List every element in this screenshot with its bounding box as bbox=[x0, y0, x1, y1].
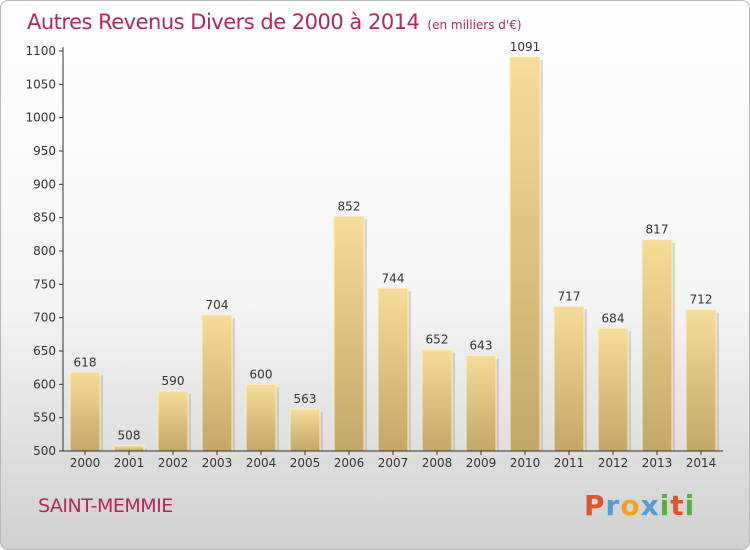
x-tick-label: 2002 bbox=[158, 456, 189, 470]
y-tick-label: 600 bbox=[33, 377, 56, 391]
logo-letter: r bbox=[605, 489, 621, 522]
x-tick-label: 2005 bbox=[290, 456, 321, 470]
y-tick-label: 900 bbox=[33, 177, 56, 191]
y-tick-label: 700 bbox=[33, 311, 56, 325]
logo-letter: t bbox=[670, 489, 685, 522]
y-tick-label: 650 bbox=[33, 344, 56, 358]
bar-2004 bbox=[245, 383, 277, 452]
data-label-2009: 643 bbox=[470, 339, 493, 353]
y-tick-label: 1100 bbox=[25, 44, 56, 58]
y-tick-label: 750 bbox=[33, 277, 56, 291]
x-tick-label: 2014 bbox=[686, 456, 717, 470]
x-tick-label: 2008 bbox=[422, 456, 453, 470]
y-tick-label: 850 bbox=[33, 211, 56, 225]
data-label-2011: 717 bbox=[558, 289, 581, 303]
bar-2001 bbox=[113, 445, 145, 452]
logo-letter: x bbox=[640, 489, 660, 522]
x-tick-label: 2000 bbox=[70, 456, 101, 470]
data-label-2000: 618 bbox=[74, 355, 97, 369]
x-tick-label: 2003 bbox=[202, 456, 233, 470]
data-label-2012: 684 bbox=[602, 311, 625, 325]
bar-2005 bbox=[289, 408, 321, 452]
bar-2012 bbox=[597, 327, 629, 452]
x-tick-label: 2001 bbox=[114, 456, 145, 470]
data-label-2005: 563 bbox=[294, 392, 317, 406]
data-label-2003: 704 bbox=[206, 298, 229, 312]
x-tick-label: 2011 bbox=[554, 456, 585, 470]
x-tick-label: 2012 bbox=[598, 456, 629, 470]
x-tick-label: 2010 bbox=[510, 456, 541, 470]
bar-2008 bbox=[421, 349, 453, 452]
bar-2014 bbox=[685, 309, 717, 452]
logo-letter: P bbox=[584, 489, 606, 522]
data-label-2004: 600 bbox=[250, 367, 273, 381]
y-tick-label: 950 bbox=[33, 144, 56, 158]
x-tick-label: 2006 bbox=[334, 456, 365, 470]
data-label-2013: 817 bbox=[646, 223, 669, 237]
y-tick-label: 1050 bbox=[25, 77, 56, 91]
bar-2011 bbox=[553, 305, 585, 452]
x-tick-label: 2013 bbox=[642, 456, 673, 470]
bar-2003 bbox=[201, 314, 233, 452]
bar-2002 bbox=[157, 390, 189, 452]
logo-letter: i bbox=[684, 489, 696, 522]
logo-letter: o bbox=[620, 489, 641, 522]
bar-2010 bbox=[509, 56, 541, 452]
y-tick-label: 500 bbox=[33, 444, 56, 458]
data-label-2001: 508 bbox=[118, 429, 141, 443]
logo-letter: i bbox=[659, 489, 671, 522]
y-tick-label: 550 bbox=[33, 411, 56, 425]
bar-2006 bbox=[333, 215, 365, 452]
data-label-2006: 852 bbox=[338, 199, 361, 213]
bar-2007 bbox=[377, 287, 409, 452]
y-tick-label: 800 bbox=[33, 244, 56, 258]
bar-2000 bbox=[69, 371, 101, 452]
bar-2013 bbox=[641, 239, 673, 452]
y-tick-label: 1000 bbox=[25, 111, 56, 125]
data-label-2008: 652 bbox=[426, 333, 449, 347]
data-label-2002: 590 bbox=[162, 374, 185, 388]
proxiti-logo: Proxiti bbox=[584, 489, 695, 522]
chart-subtitle: (en milliers d'€) bbox=[427, 18, 522, 32]
x-tick-label: 2009 bbox=[466, 456, 497, 470]
chart-title-main: Autres Revenus Divers de 2000 à 2014 bbox=[27, 10, 420, 34]
data-label-2007: 744 bbox=[382, 271, 405, 285]
x-tick-label: 2004 bbox=[246, 456, 277, 470]
x-tick-label: 2007 bbox=[378, 456, 409, 470]
commune-name: SAINT-MEMMIE bbox=[38, 495, 173, 517]
chart-title: Autres Revenus Divers de 2000 à 2014 (en … bbox=[27, 10, 522, 34]
data-label-2014: 712 bbox=[690, 293, 713, 307]
bar-2009 bbox=[465, 355, 497, 452]
data-label-2010: 1091 bbox=[510, 40, 541, 54]
